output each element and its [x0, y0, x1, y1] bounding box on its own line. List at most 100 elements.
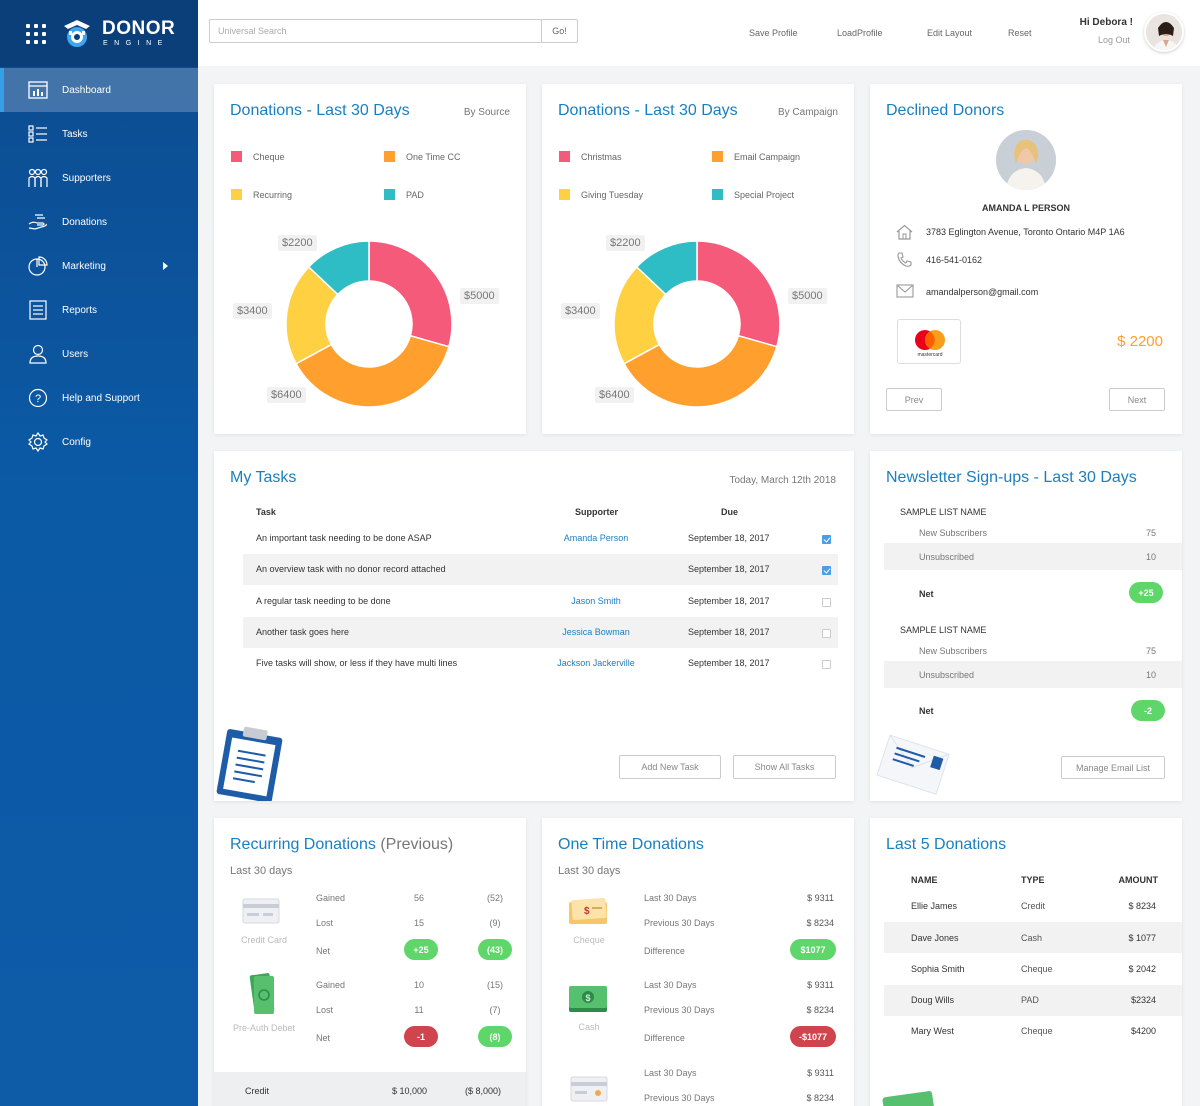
cheque-icon: $	[568, 897, 608, 931]
show-all-tasks-button[interactable]: Show All Tasks	[733, 755, 836, 779]
donut-slice-pad[interactable]	[307, 241, 370, 296]
card-title: Recurring Donations (Previous)	[230, 836, 454, 853]
data-label: $5000	[788, 288, 827, 304]
donut-slice-email-campaign[interactable]	[623, 334, 778, 407]
net-badge: +25	[404, 939, 438, 960]
sidebar-item-dashboard[interactable]: Dashboard	[0, 68, 198, 112]
sidebar: DONOR ENGINE Dashboard Tasks Supporters …	[0, 0, 198, 1106]
sidebar-item-supporters[interactable]: Supporters	[0, 156, 198, 200]
donor-phone: 416-541-0162	[926, 255, 983, 265]
one-time-donations-card: One Time Donations Last 30 days $ Cheque…	[542, 818, 854, 1106]
marketing-icon	[26, 254, 50, 278]
recurring-donations-card: Recurring Donations (Previous) Last 30 d…	[214, 818, 526, 1106]
net-badge: (8)	[478, 1026, 512, 1047]
my-tasks-card: My Tasks Today, March 12th 2018 Task Sup…	[214, 451, 854, 803]
difference-badge: $1077	[790, 939, 836, 960]
task-checkbox[interactable]	[822, 629, 831, 638]
svg-text:$: $	[584, 906, 590, 917]
sidebar-item-donations[interactable]: Donations	[0, 200, 198, 244]
data-label: $6400	[595, 387, 634, 403]
donut-slice-christmas[interactable]	[696, 241, 780, 348]
search-input[interactable]	[209, 19, 542, 43]
sidebar-item-tasks[interactable]: Tasks	[0, 112, 198, 156]
donut-slice-cheque[interactable]	[368, 241, 452, 348]
card-title: Newsletter Sign-ups - Last 30 Days	[886, 469, 1137, 486]
sidebar-item-label: Help and Support	[62, 392, 140, 404]
prev-button[interactable]: Prev	[886, 388, 942, 411]
task-checkbox[interactable]	[822, 660, 831, 669]
net-badge: -1	[404, 1026, 438, 1047]
dashboard-icon	[26, 78, 50, 102]
reports-icon	[26, 298, 50, 322]
card-title: My Tasks	[230, 469, 297, 486]
legend-item: Email Campaign	[712, 151, 800, 162]
sidebar-item-label: Donations	[62, 216, 108, 228]
data-label: $6400	[267, 387, 306, 403]
add-task-button[interactable]: Add New Task	[619, 755, 721, 779]
sidebar-item-marketing[interactable]: Marketing	[0, 244, 198, 288]
search-go-button[interactable]: Go!	[541, 19, 578, 43]
load-profile-link[interactable]: LoadProfile	[837, 28, 883, 38]
donor-name: AMANDA L PERSON	[981, 203, 1070, 213]
logo-subtitle: ENGINE	[103, 39, 169, 47]
credit-card-icon	[570, 1076, 608, 1106]
sidebar-item-reports[interactable]: Reports	[0, 288, 198, 332]
logout-link[interactable]: Log Out	[1097, 35, 1130, 45]
sidebar-header: DONOR ENGINE	[0, 0, 198, 67]
donor-address: 3783 Eglington Avenue, Toronto Ontario M…	[926, 227, 1125, 237]
svg-text:?: ?	[35, 393, 41, 405]
money-icon	[880, 1090, 940, 1106]
reset-link[interactable]: Reset	[1008, 28, 1032, 38]
column-header: AMOUNT	[1118, 875, 1159, 885]
credit-card-icon	[242, 898, 280, 929]
users-icon	[26, 342, 50, 366]
next-button[interactable]: Next	[1109, 388, 1165, 411]
cash-stack-icon	[248, 972, 278, 1021]
donut-slice-special-project[interactable]	[635, 241, 698, 296]
manage-email-list-button[interactable]: Manage Email List	[1061, 756, 1165, 779]
task-checkbox[interactable]	[822, 566, 831, 575]
donut-slice-one-time-cc[interactable]	[295, 334, 450, 407]
card-subtitle: By Campaign	[777, 107, 838, 118]
difference-badge: -$1077	[790, 1026, 836, 1047]
donor-email[interactable]: amandalperson@gmail.com	[926, 287, 1039, 297]
task-checkbox[interactable]	[822, 535, 831, 544]
donations-icon	[26, 210, 50, 234]
envelope-icon	[874, 732, 954, 803]
data-label: $3400	[561, 303, 600, 319]
donut-chart	[286, 241, 452, 407]
donut-chart	[614, 241, 780, 407]
net-badge: +25	[1129, 582, 1163, 603]
help-icon: ?	[26, 386, 50, 410]
declined-amount: $ 2200	[1117, 333, 1163, 350]
legend-item: Recurring	[231, 189, 292, 200]
card-title: Declined Donors	[886, 102, 1005, 119]
card-subtitle: Last 30 days	[558, 865, 621, 877]
user-greeting: Hi Debora !	[1079, 17, 1133, 28]
save-profile-link[interactable]: Save Profile	[749, 28, 798, 38]
tasks-date: Today, March 12th 2018	[729, 475, 836, 486]
sidebar-item-label: Supporters	[62, 172, 111, 184]
app-grid-icon[interactable]	[26, 23, 46, 44]
supporters-icon	[26, 166, 50, 190]
card-title: One Time Donations	[558, 836, 704, 853]
logo-title: DONOR	[102, 17, 176, 39]
tasks-icon	[26, 122, 50, 146]
newsletter-card: Newsletter Sign-ups - Last 30 Days SAMPL…	[870, 451, 1182, 801]
sidebar-item-label: Tasks	[62, 128, 88, 140]
logo[interactable]: DONOR ENGINE	[60, 17, 175, 51]
column-header: Task	[256, 507, 276, 517]
avatar[interactable]	[1144, 12, 1184, 52]
sidebar-item-label: Config	[62, 436, 91, 448]
sidebar-item-label: Reports	[62, 304, 98, 316]
task-checkbox[interactable]	[822, 598, 831, 607]
home-icon	[896, 224, 913, 245]
sidebar-item-help[interactable]: ? Help and Support	[0, 376, 198, 420]
clipboard-icon	[214, 725, 286, 806]
edit-layout-link[interactable]: Edit Layout	[927, 28, 973, 38]
sidebar-item-config[interactable]: Config	[0, 420, 198, 464]
phone-icon	[896, 252, 913, 273]
legend-item: Special Project	[712, 189, 794, 200]
mail-icon	[896, 284, 914, 303]
sidebar-item-users[interactable]: Users	[0, 332, 198, 376]
